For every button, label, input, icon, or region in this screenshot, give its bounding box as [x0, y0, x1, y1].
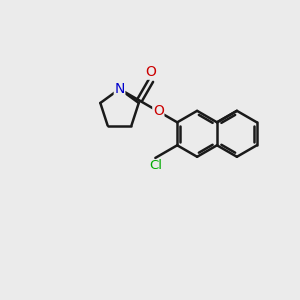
- Text: O: O: [146, 65, 156, 79]
- Text: O: O: [153, 104, 164, 118]
- Text: Cl: Cl: [149, 159, 162, 172]
- Text: N: N: [114, 82, 125, 96]
